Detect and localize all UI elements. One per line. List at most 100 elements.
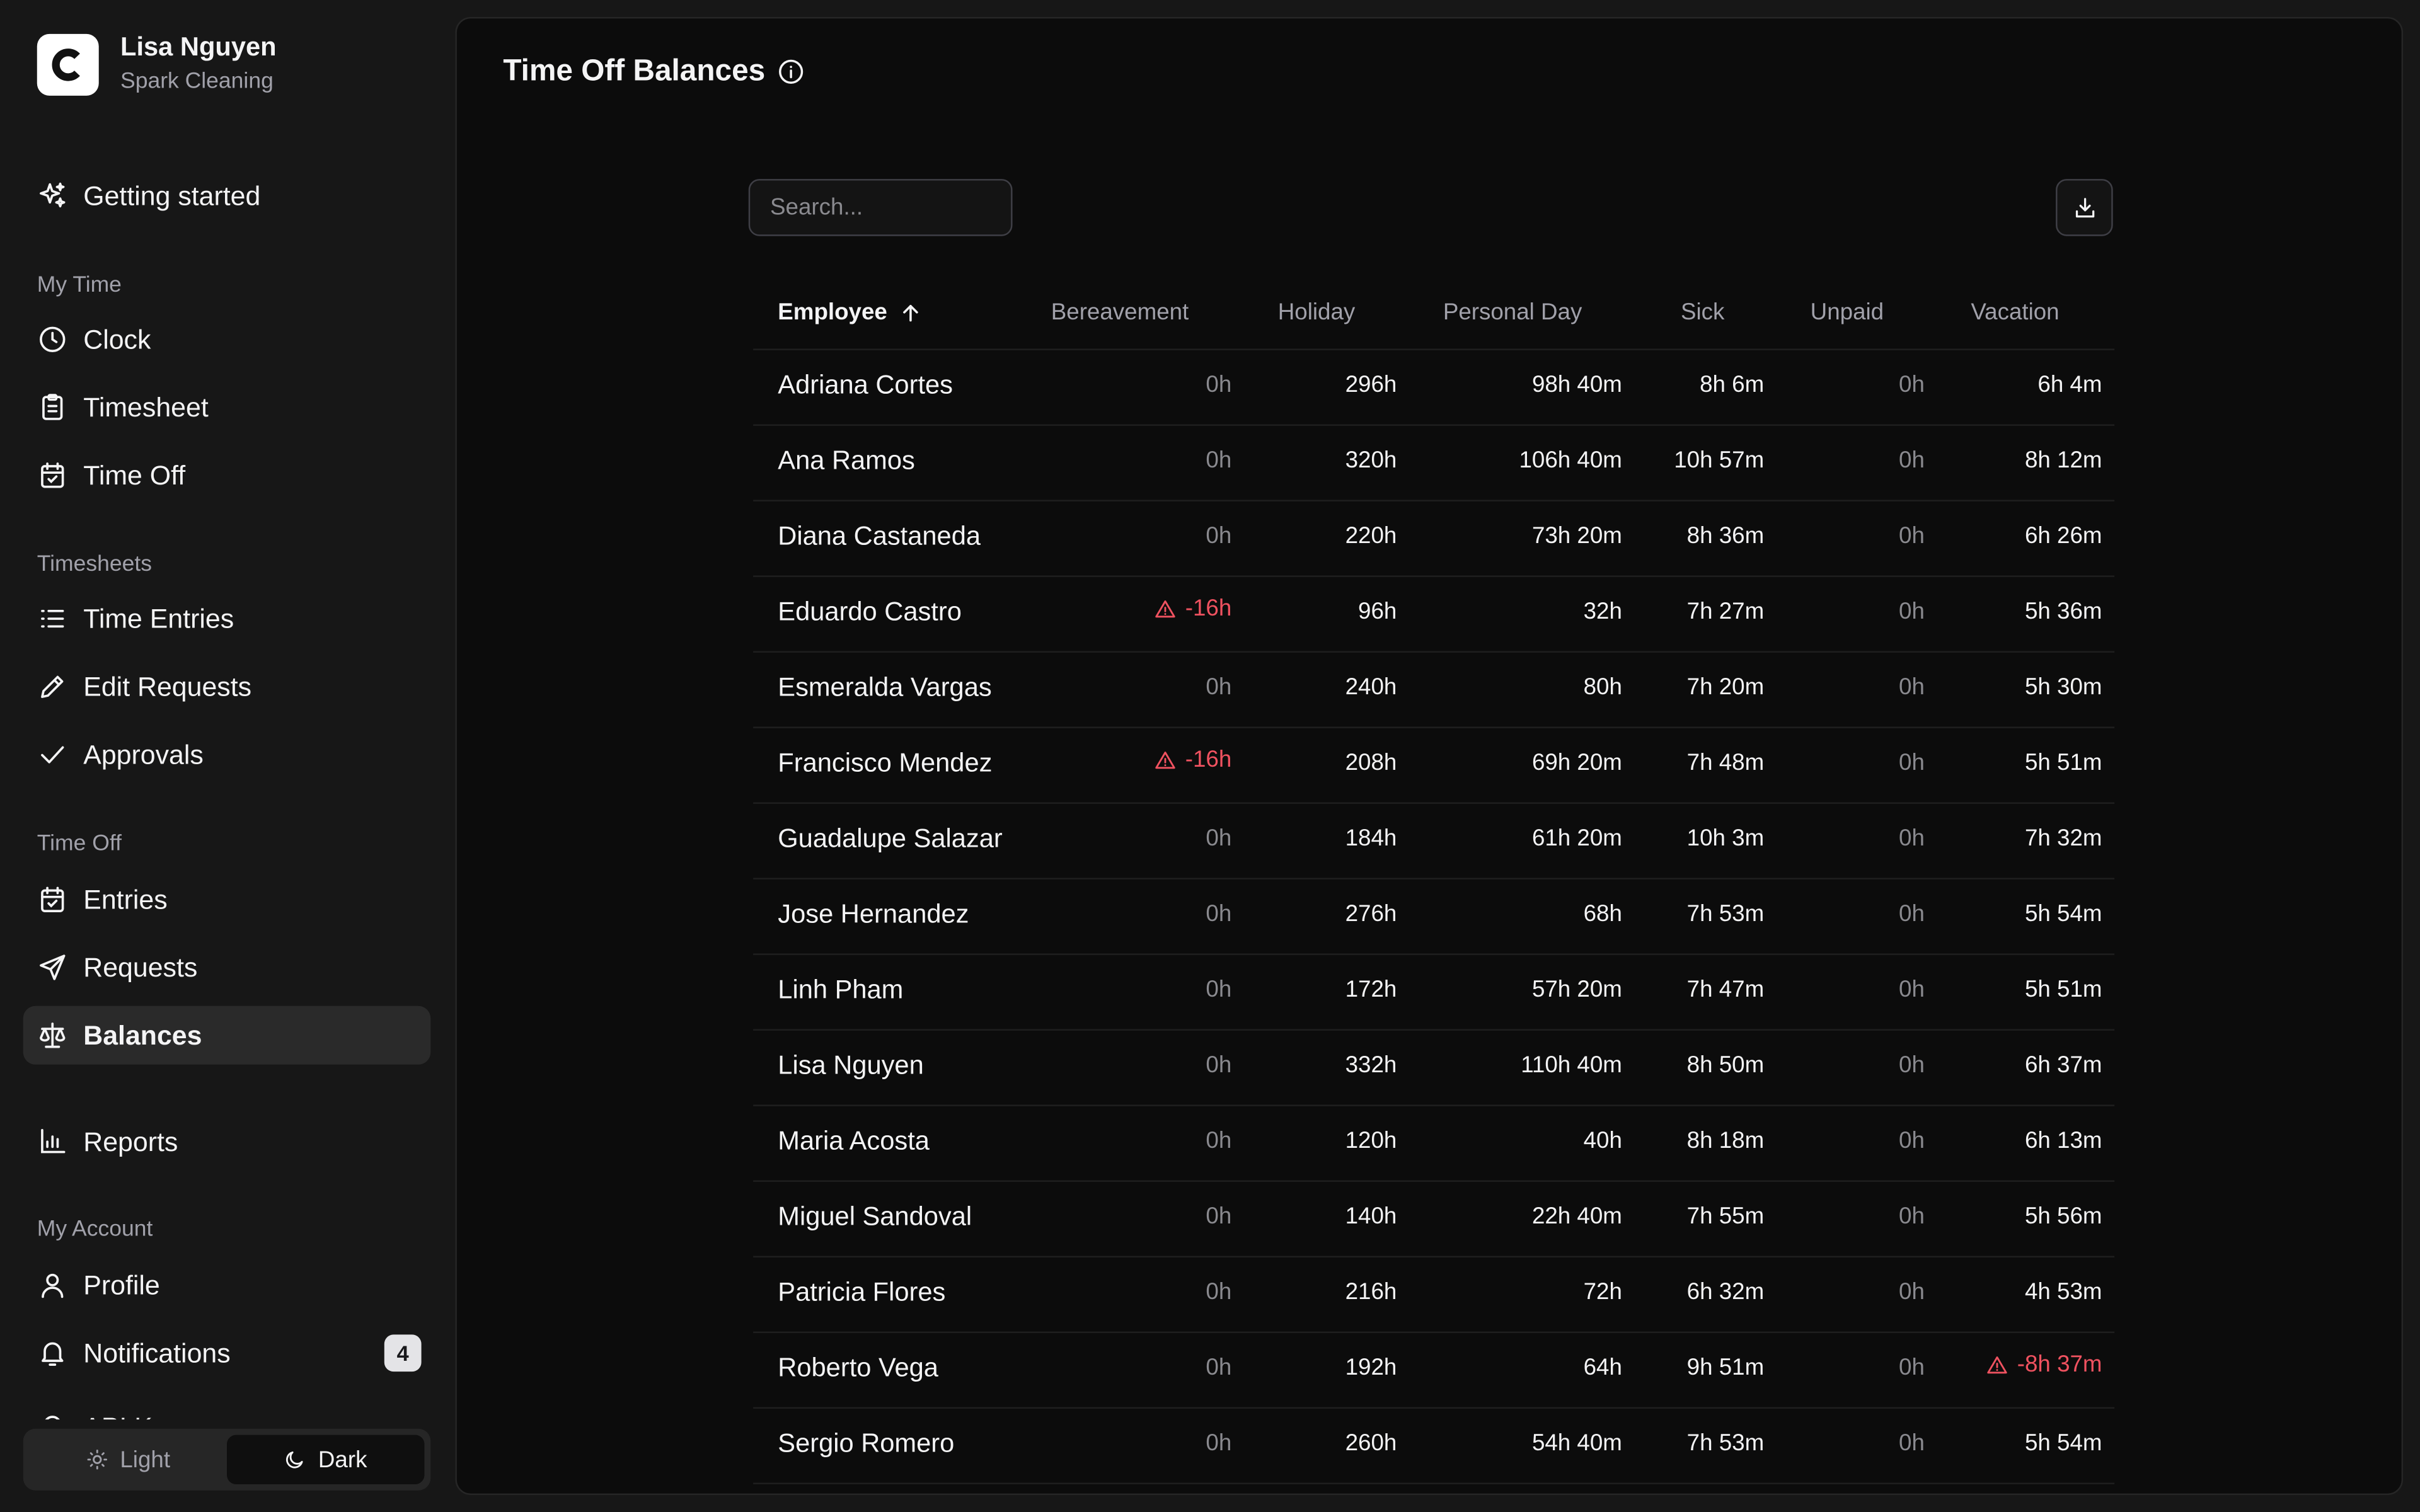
cell-vacation: 5h 30m bbox=[2024, 674, 2102, 701]
nav-label: Balances bbox=[83, 1019, 202, 1050]
cell-personal-day: 106h 40m bbox=[1519, 447, 1622, 474]
cell-vacation: -8h 37m bbox=[1986, 1351, 2102, 1378]
negative-balance-value: -16h bbox=[1185, 595, 1232, 622]
cell-sick: 8h 18m bbox=[1686, 1128, 1765, 1154]
table-row[interactable]: Jose Hernandez 0h 276h 68h 7h 53m 0h 5h 54m bbox=[753, 879, 2115, 955]
employee-name: Adriana Cortes bbox=[778, 370, 953, 400]
cell-unpaid: 0h bbox=[1899, 1354, 1925, 1381]
cell-sick: 7h 53m bbox=[1686, 1430, 1765, 1457]
cell-sick: 7h 53m bbox=[1686, 901, 1765, 927]
theme-toggle: Light Dark bbox=[23, 1428, 431, 1491]
nav-getting-started[interactable]: Getting started bbox=[23, 166, 431, 225]
alert-triangle-icon bbox=[1155, 750, 1175, 768]
cell-vacation: 5h 36m bbox=[2024, 598, 2102, 625]
list-icon bbox=[41, 609, 64, 628]
table-row[interactable]: Roberto Vega 0h 192h 64h 9h 51m 0h -8h 37m bbox=[753, 1333, 2115, 1409]
table-row[interactable]: Miguel Sandoval 0h 140h 22h 40m 7h 55m 0h 5h 5… bbox=[753, 1182, 2115, 1257]
nav-label: Reports bbox=[83, 1125, 178, 1157]
column-header-vacation[interactable]: Vacation bbox=[1971, 299, 2060, 326]
table-row[interactable]: Adriana Cortes 0h 296h 98h 40m 8h 6m 0h 6h 4m bbox=[753, 350, 2115, 426]
cell-vacation: 5h 54m bbox=[2024, 901, 2102, 927]
cell-vacation: 4h 53m bbox=[2024, 1279, 2102, 1305]
negative-balance-value: -8h 37m bbox=[2017, 1351, 2102, 1378]
dark-theme-button[interactable]: Dark bbox=[227, 1435, 425, 1484]
column-header-holiday[interactable]: Holiday bbox=[1277, 299, 1356, 326]
column-header-employee[interactable]: Employee bbox=[778, 299, 921, 326]
nav-requests[interactable]: Requests bbox=[23, 938, 431, 997]
cell-unpaid: 0h bbox=[1899, 447, 1925, 474]
table-row[interactable]: Linh Pham 0h 172h 57h 20m 7h 47m 0h 5h 51m bbox=[753, 955, 2115, 1031]
table-row[interactable]: Eduardo Castro -16h 96h 32h 7h 27m 0h 5h 36m bbox=[753, 577, 2115, 653]
download-button[interactable] bbox=[2056, 179, 2113, 236]
scale-icon bbox=[40, 1022, 66, 1048]
nav-edit-requests[interactable]: Edit Requests bbox=[23, 657, 431, 716]
organization-name: Spark Cleaning bbox=[120, 69, 274, 94]
nav-clock[interactable]: Clock bbox=[23, 310, 431, 369]
cell-unpaid: 0h bbox=[1899, 825, 1925, 852]
cell-bereavement: 0h bbox=[1206, 523, 1232, 549]
nav-label: Profile bbox=[83, 1269, 160, 1300]
nav-label: Edit Requests bbox=[83, 670, 252, 702]
account-switcher[interactable]: Lisa Nguyen Spark Cleaning bbox=[37, 32, 277, 97]
calendar-check-icon bbox=[41, 886, 64, 912]
column-header-sick[interactable]: Sick bbox=[1680, 299, 1725, 326]
cell-holiday: 208h bbox=[1345, 750, 1397, 776]
send-icon bbox=[40, 954, 66, 980]
cell-bereavement: -16h bbox=[1155, 595, 1232, 622]
table-row[interactable]: Guadalupe Salazar 0h 184h 61h 20m 10h 3m 0h 7h… bbox=[753, 804, 2115, 879]
cell-vacation: 5h 56m bbox=[2024, 1203, 2102, 1230]
cell-bereavement: -16h bbox=[1155, 747, 1232, 773]
table-header: Employee Bereavement Holiday Personal Da… bbox=[753, 278, 2115, 350]
table-row[interactable]: Diana Castaneda 0h 220h 73h 20m 8h 36m 0h 6h 2… bbox=[753, 501, 2115, 577]
nav-label: Time Entries bbox=[83, 602, 234, 634]
cell-holiday: 332h bbox=[1345, 1052, 1397, 1079]
table-row[interactable]: Sergio Romero 0h 260h 54h 40m 7h 53m 0h 5h 54m bbox=[753, 1409, 2115, 1484]
table-row[interactable]: Lisa Nguyen 0h 332h 110h 40m 8h 50m 0h 6h 37m bbox=[753, 1031, 2115, 1106]
nav-approvals[interactable]: Approvals bbox=[23, 725, 431, 784]
nav-entries[interactable]: Entries bbox=[23, 870, 431, 929]
table-row[interactable]: Ana Ramos 0h 320h 106h 40m 10h 57m 0h 8h 12m bbox=[753, 426, 2115, 501]
table-row[interactable]: Esmeralda Vargas 0h 240h 80h 7h 20m 0h 5h 30m bbox=[753, 653, 2115, 728]
sun-icon bbox=[86, 1450, 107, 1470]
cell-unpaid: 0h bbox=[1899, 372, 1925, 398]
employee-name: Linh Pham bbox=[778, 975, 904, 1005]
cell-personal-day: 69h 20m bbox=[1531, 750, 1622, 776]
nav-balances[interactable]: Balances bbox=[23, 1005, 431, 1065]
nav-reports[interactable]: Reports bbox=[23, 1113, 431, 1171]
table-row[interactable]: Francisco Mendez -16h 208h 69h 20m 7h 48m 0h 5… bbox=[753, 728, 2115, 804]
cell-sick: 8h 36m bbox=[1686, 523, 1765, 549]
light-label: Light bbox=[120, 1446, 171, 1473]
cell-bereavement: 0h bbox=[1206, 825, 1232, 852]
cell-personal-day: 98h 40m bbox=[1531, 372, 1622, 398]
nav-profile[interactable]: Profile bbox=[23, 1256, 431, 1314]
column-header-unpaid[interactable]: Unpaid bbox=[1810, 299, 1884, 326]
column-header-bereavement[interactable]: Bereavement bbox=[1051, 299, 1189, 326]
nav-api-keys-partial[interactable]: API Keys bbox=[23, 1398, 431, 1420]
table-row[interactable]: Patricia Flores 0h 216h 72h 6h 32m 0h 4h 53m bbox=[753, 1257, 2115, 1333]
column-header-personal-day[interactable]: Personal Day bbox=[1443, 299, 1582, 326]
light-theme-button[interactable]: Light bbox=[30, 1435, 227, 1484]
cell-vacation: 6h 13m bbox=[2024, 1128, 2102, 1154]
nav-notifications[interactable]: Notifications 4 bbox=[23, 1324, 431, 1382]
nav-time-entries[interactable]: Time Entries bbox=[23, 590, 431, 648]
check-icon bbox=[41, 746, 64, 764]
nav-time-off[interactable]: Time Off bbox=[23, 446, 431, 505]
bar-chart-icon bbox=[41, 1129, 66, 1154]
cell-bereavement: 0h bbox=[1206, 1279, 1232, 1305]
cell-unpaid: 0h bbox=[1899, 1203, 1925, 1230]
section-my-time: My Time bbox=[37, 273, 122, 298]
cell-personal-day: 68h bbox=[1583, 901, 1622, 927]
cell-personal-day: 61h 20m bbox=[1531, 825, 1622, 852]
c-logo-icon bbox=[37, 33, 99, 96]
nav-timesheet[interactable]: Timesheet bbox=[23, 378, 431, 437]
negative-balance-value: -16h bbox=[1185, 747, 1232, 773]
employee-name: Maria Acosta bbox=[778, 1126, 930, 1156]
employee-name: Patricia Flores bbox=[778, 1277, 946, 1307]
info-icon[interactable] bbox=[778, 59, 804, 85]
cell-unpaid: 0h bbox=[1899, 750, 1925, 776]
key-icon bbox=[45, 1416, 60, 1420]
cell-vacation: 5h 51m bbox=[2024, 750, 2102, 776]
table-row[interactable]: Maria Acosta 0h 120h 40h 8h 18m 0h 6h 13m bbox=[753, 1106, 2115, 1182]
search-input[interactable] bbox=[748, 179, 1013, 236]
cell-vacation: 7h 32m bbox=[2024, 825, 2102, 852]
